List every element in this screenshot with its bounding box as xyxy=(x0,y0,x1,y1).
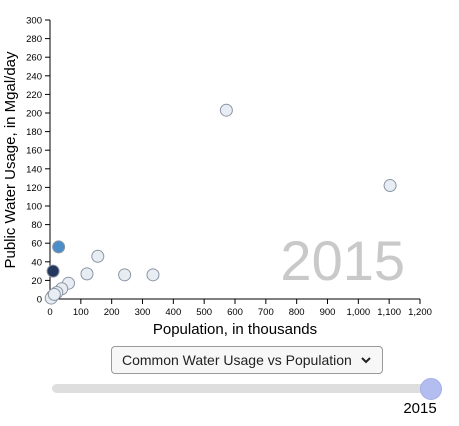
y-tick-label: 0 xyxy=(37,295,42,306)
data-point[interactable] xyxy=(47,265,59,277)
data-point[interactable] xyxy=(147,269,159,281)
y-axis-label: Public Water Usage, in Mgal/day xyxy=(2,51,19,269)
metric-select-label: Common Water Usage vs Population xyxy=(122,352,352,368)
y-axis: 0 20 40 60 80 100 120 140 160 180 200 220 240 260 280 3… xyxy=(26,16,50,306)
y-tick-label: 120 xyxy=(26,183,42,194)
y-tick-label: 40 xyxy=(31,257,42,268)
data-point[interactable] xyxy=(384,180,396,192)
year-watermark: 2015 xyxy=(280,229,405,292)
x-tick-label: 300 xyxy=(135,307,151,318)
x-tick-label: 0 xyxy=(47,307,52,318)
y-tick-label: 160 xyxy=(26,146,42,157)
x-axis: 0 100 200 300 400 500 600 700 800 900 1,000 1,100 1,… xyxy=(47,299,432,318)
year-slider-value: 2015 xyxy=(398,400,442,417)
y-tick-label: 200 xyxy=(26,109,42,120)
y-tick-label: 80 xyxy=(31,220,42,231)
x-tick-label: 200 xyxy=(104,307,120,318)
year-slider-thumb[interactable] xyxy=(420,378,442,400)
chevron-down-icon xyxy=(359,353,373,367)
y-tick-label: 280 xyxy=(26,34,42,45)
y-tick-label: 300 xyxy=(26,16,42,27)
data-point[interactable] xyxy=(81,268,93,280)
x-tick-label: 500 xyxy=(196,307,212,318)
year-slider-track[interactable] xyxy=(52,384,432,393)
y-tick-label: 240 xyxy=(26,71,42,82)
y-tick-label: 140 xyxy=(26,164,42,175)
y-tick-label: 220 xyxy=(26,90,42,101)
x-tick-label: 700 xyxy=(258,307,274,318)
data-point[interactable] xyxy=(53,241,65,253)
x-tick-label: 1,000 xyxy=(346,307,370,318)
x-tick-label: 400 xyxy=(165,307,181,318)
data-point[interactable] xyxy=(119,269,131,281)
y-tick-label: 180 xyxy=(26,127,42,138)
x-tick-label: 800 xyxy=(289,307,305,318)
x-tick-label: 100 xyxy=(73,307,89,318)
x-tick-label: 900 xyxy=(320,307,336,318)
data-point[interactable] xyxy=(48,288,60,300)
y-tick-label: 100 xyxy=(26,202,42,213)
x-tick-label: 1,100 xyxy=(377,307,401,318)
metric-select[interactable]: Common Water Usage vs Population xyxy=(111,346,383,374)
y-tick-label: 60 xyxy=(31,239,42,250)
x-axis-label: Population, in thousands xyxy=(153,321,317,338)
scatter-chart: 0 100 200 300 400 500 600 700 800 900 1,000 1,100 1,… xyxy=(0,0,459,340)
data-point[interactable] xyxy=(92,250,104,262)
y-tick-label: 260 xyxy=(26,53,42,64)
y-tick-label: 20 xyxy=(31,276,42,287)
x-tick-label: 1,200 xyxy=(408,307,432,318)
data-point[interactable] xyxy=(220,104,232,116)
x-tick-label: 600 xyxy=(227,307,243,318)
